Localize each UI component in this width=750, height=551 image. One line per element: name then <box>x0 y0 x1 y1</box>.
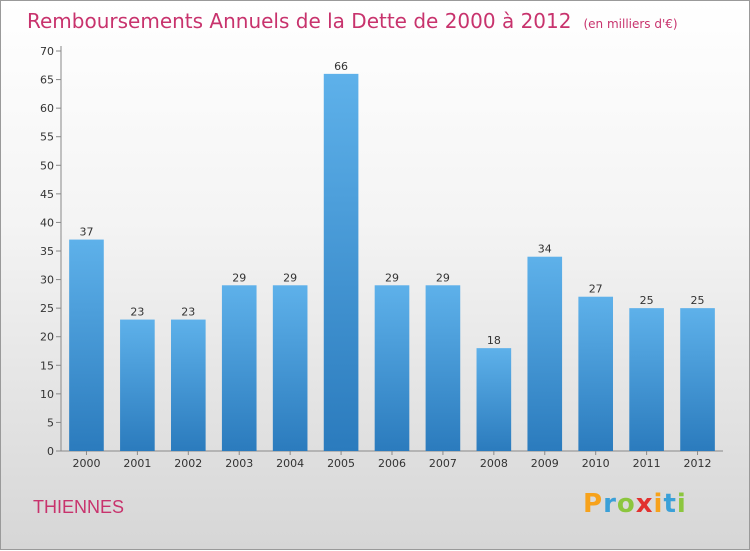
logo-letter: t <box>663 489 677 519</box>
data-label: 29 <box>385 271 399 284</box>
x-tick-label: 2008 <box>480 457 508 470</box>
bar <box>323 73 359 451</box>
bar <box>527 256 563 451</box>
y-tick-label: 25 <box>40 302 54 315</box>
bar <box>629 308 664 451</box>
bar <box>170 319 206 451</box>
proxiti-logo: Proxiti <box>583 489 687 519</box>
bar <box>425 285 461 451</box>
title-text: Remboursements Annuels de la Dette de 20… <box>27 9 572 33</box>
y-tick-label: 60 <box>40 102 54 115</box>
data-label: 29 <box>232 271 246 284</box>
y-tick-label: 15 <box>40 359 54 372</box>
data-label: 34 <box>538 243 552 256</box>
bar <box>476 348 512 451</box>
data-label: 37 <box>79 226 93 239</box>
logo-letter: r <box>603 489 617 519</box>
data-label: 25 <box>691 294 705 307</box>
y-tick-label: 70 <box>40 45 54 58</box>
x-tick-label: 2005 <box>327 457 355 470</box>
x-tick-label: 2002 <box>174 457 202 470</box>
y-tick-label: 35 <box>40 245 54 258</box>
x-tick-label: 2001 <box>123 457 151 470</box>
y-tick-label: 50 <box>40 159 54 172</box>
y-tick-label: 0 <box>47 445 54 458</box>
data-label: 23 <box>130 306 144 319</box>
y-tick-label: 30 <box>40 274 54 287</box>
x-tick-label: 2000 <box>72 457 100 470</box>
y-tick-label: 20 <box>40 331 54 344</box>
x-tick-label: 2012 <box>684 457 712 470</box>
logo-letter: i <box>676 489 687 519</box>
x-tick-label: 2007 <box>429 457 457 470</box>
y-tick-label: 55 <box>40 131 54 144</box>
y-tick-label: 40 <box>40 216 54 229</box>
chart-title: Remboursements Annuels de la Dette de 20… <box>27 9 678 33</box>
data-label: 25 <box>640 294 654 307</box>
bar <box>680 308 715 451</box>
data-label: 27 <box>589 283 603 296</box>
x-tick-label: 2004 <box>276 457 304 470</box>
y-tick-label: 10 <box>40 388 54 401</box>
bar <box>221 285 257 451</box>
bar <box>69 239 104 451</box>
bar <box>578 296 614 451</box>
logo-letter: P <box>583 489 604 519</box>
y-tick-label: 5 <box>47 416 54 429</box>
bar <box>374 285 410 451</box>
x-tick-label: 2009 <box>531 457 559 470</box>
logo-letter: o <box>616 489 636 519</box>
x-tick-label: 2006 <box>378 457 406 470</box>
data-label: 66 <box>334 60 348 73</box>
data-label: 23 <box>181 306 195 319</box>
x-tick-label: 2003 <box>225 457 253 470</box>
logo-letter: x <box>635 489 654 519</box>
bar <box>120 319 155 451</box>
data-label: 18 <box>487 334 501 347</box>
commune-name: THIENNES <box>33 497 125 517</box>
title-unit: (en milliers d'€) <box>583 17 678 31</box>
data-label: 29 <box>283 271 297 284</box>
y-tick-label: 65 <box>40 74 54 87</box>
y-tick-label: 45 <box>40 188 54 201</box>
bar <box>272 285 308 451</box>
x-tick-label: 2010 <box>582 457 610 470</box>
x-tick-label: 2011 <box>633 457 661 470</box>
data-label: 29 <box>436 271 450 284</box>
logo-letter: i <box>653 489 664 519</box>
